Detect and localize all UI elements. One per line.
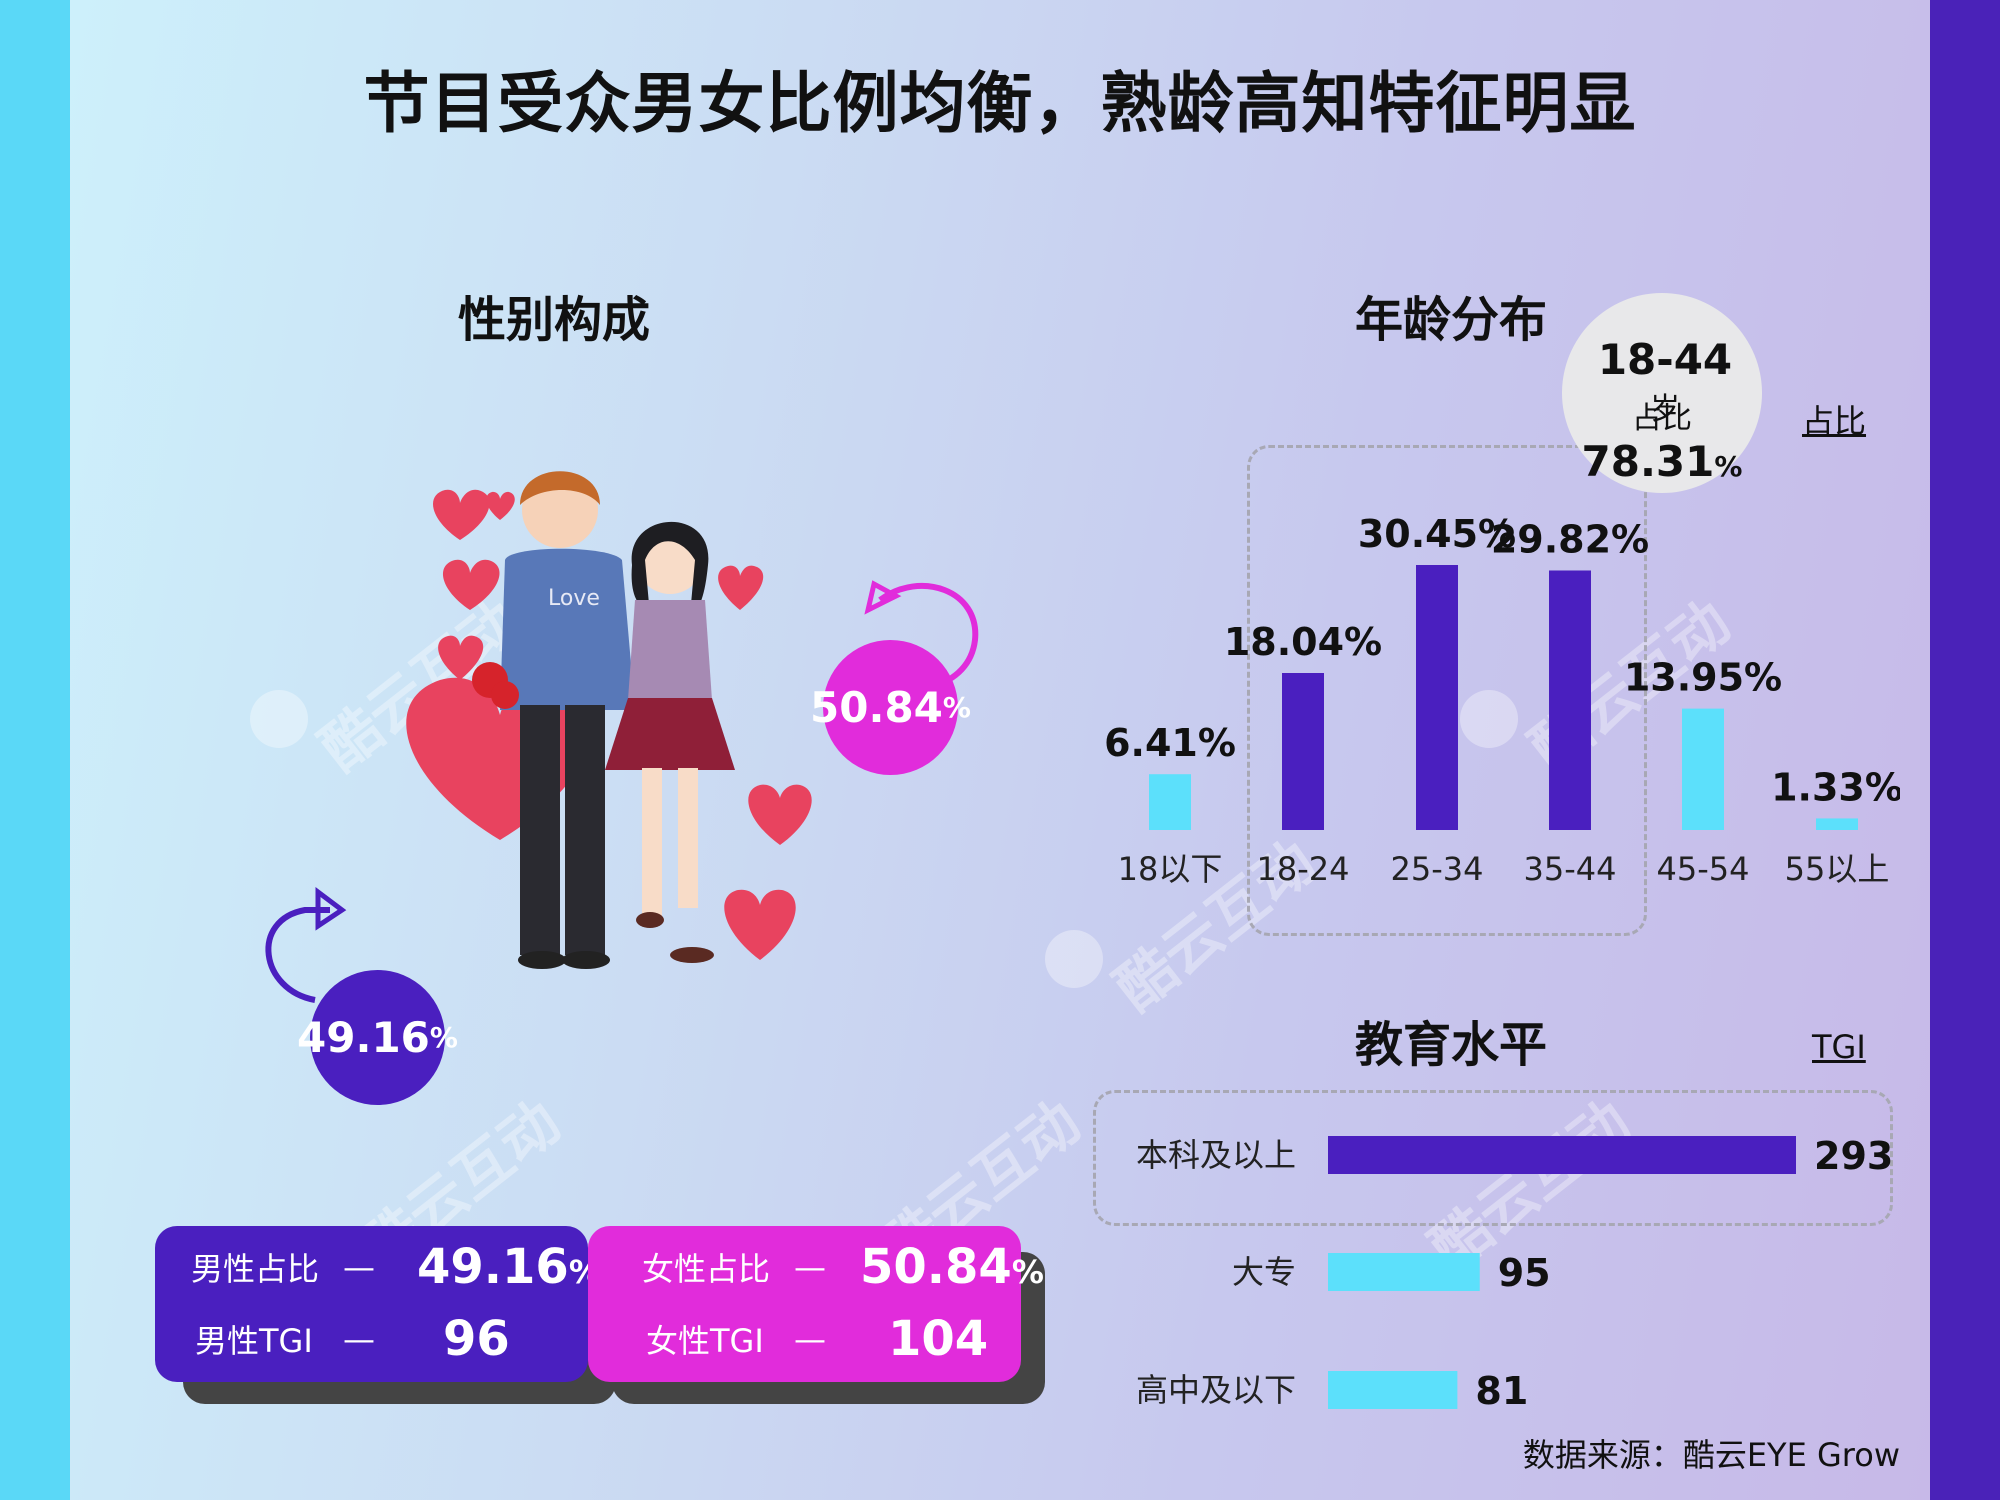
male-ratio-label: 男性占比 — [191, 1250, 320, 1288]
age-bar — [1682, 708, 1724, 830]
age-highlight-box — [1247, 445, 1647, 936]
left-accent-strip — [0, 0, 70, 1500]
heart-icon — [486, 491, 515, 520]
age-category-label: 45-54 — [1657, 850, 1750, 888]
age-badge-value: 78.31 — [1581, 437, 1715, 486]
male-pct-circle: 49.16% — [297, 970, 458, 1105]
heart-icon — [724, 889, 796, 960]
age-bar-value-label: 1.33% — [1771, 765, 1900, 809]
male-tgi-label: 男性TGI — [195, 1322, 313, 1360]
age-badge-prefix: 占比 — [1632, 401, 1692, 436]
female-ratio-value: 50.84% — [860, 1239, 1044, 1295]
age-badge-pct: % — [1714, 450, 1743, 483]
age-badge-line2: 占比78.31% — [1562, 393, 1762, 486]
age-bar-value-label: 30.45% — [1358, 512, 1516, 556]
age-category-label: 18-24 — [1257, 850, 1350, 888]
heart-icon — [718, 565, 764, 610]
male-pct-value: 49.16 — [297, 1013, 430, 1062]
age-category-label: 18以下 — [1118, 850, 1223, 888]
female-ratio-label: 女性占比 — [642, 1250, 771, 1288]
page-title: 节目受众男女比例均衡，熟龄高知特征明显 — [363, 65, 1637, 142]
age-bar-value-label: 29.82% — [1491, 517, 1649, 561]
age-bar-chart: 6.41% 18以下 18.04% 18-24 30.45% 25-34 29.82% 35-… — [1104, 512, 1900, 888]
heart-icon — [433, 489, 490, 540]
age-bar — [1549, 570, 1591, 830]
age-badge-range: 18-44 — [1597, 335, 1733, 384]
female-card: 女性占比 — 50.84% 女性TGI — 104 — [588, 1226, 1044, 1382]
dash: — — [343, 1320, 375, 1358]
education-category-label: 本科及以上 — [1136, 1136, 1296, 1174]
dash: — — [343, 1248, 375, 1286]
male-ratio-value: 49.16% — [417, 1239, 601, 1295]
education-tgi-link[interactable]: TGI — [1812, 1028, 1866, 1066]
love-text: Love — [548, 586, 600, 611]
couple-illustration: Love — [406, 471, 812, 969]
education-bar-value-label: 293 — [1814, 1134, 1893, 1178]
male-arrow-icon — [265, 887, 347, 1003]
heart-icon — [748, 784, 812, 845]
gender-section-title: 性别构成 — [458, 292, 651, 348]
education-section-title: 教育水平 — [1355, 1017, 1548, 1073]
education-category-label: 大专 — [1232, 1253, 1296, 1291]
male-tgi-value: 96 — [443, 1311, 510, 1367]
age-bar — [1149, 774, 1191, 830]
education-bar — [1328, 1136, 1796, 1174]
female-pct-circle: 50.84% — [810, 640, 971, 775]
age-bar — [1816, 818, 1858, 830]
education-bar-value-label: 81 — [1475, 1369, 1528, 1413]
heart-icon — [438, 635, 484, 680]
data-source: 数据来源：酷云EYE Grow — [1522, 1436, 1900, 1474]
education-bar — [1328, 1253, 1480, 1291]
education-bar — [1328, 1371, 1458, 1409]
dash: — — [794, 1248, 826, 1286]
education-bar-chart: 本科及以上 293 大专 95 高中及以下 81 — [1136, 1134, 1893, 1413]
right-accent-strip — [1930, 0, 2000, 1500]
age-bar — [1416, 565, 1458, 830]
age-ratio-link[interactable]: 占比 — [1802, 402, 1867, 440]
age-badge-line1: 18-44 岁 — [1590, 335, 1740, 428]
education-highlight-box — [1093, 1090, 1893, 1226]
education-category-label: 高中及以下 — [1136, 1371, 1296, 1409]
age-bar-value-label: 18.04% — [1224, 620, 1382, 664]
watermark-logo-icon — [1460, 690, 1518, 748]
male-pct-sign: % — [429, 1021, 458, 1054]
watermark-logo-icon — [250, 690, 308, 748]
age-section-title: 年龄分布 — [1355, 292, 1548, 348]
education-bar-value-label: 95 — [1498, 1251, 1551, 1295]
male-card: 男性占比 — 49.16% 男性TGI — 96 — [155, 1226, 601, 1382]
age-bar-value-label: 13.95% — [1624, 656, 1782, 700]
heart-icon — [443, 559, 500, 610]
age-category-label: 35-44 — [1524, 850, 1617, 888]
age-bar-value-label: 6.41% — [1104, 721, 1236, 765]
female-arrow-icon — [864, 580, 979, 691]
female-pct-value: 50.84 — [810, 683, 943, 732]
female-tgi-label: 女性TGI — [646, 1322, 764, 1360]
dash: — — [794, 1320, 826, 1358]
watermark-logo-icon — [1045, 930, 1103, 988]
female-pct-sign: % — [942, 691, 971, 724]
female-tgi-value: 104 — [888, 1311, 989, 1367]
age-bar — [1282, 673, 1324, 830]
age-category-label: 25-34 — [1391, 850, 1484, 888]
age-category-label: 55以上 — [1785, 850, 1890, 888]
age-highlight-badge — [1562, 293, 1762, 493]
age-badge-unit: 岁 — [1650, 392, 1680, 427]
